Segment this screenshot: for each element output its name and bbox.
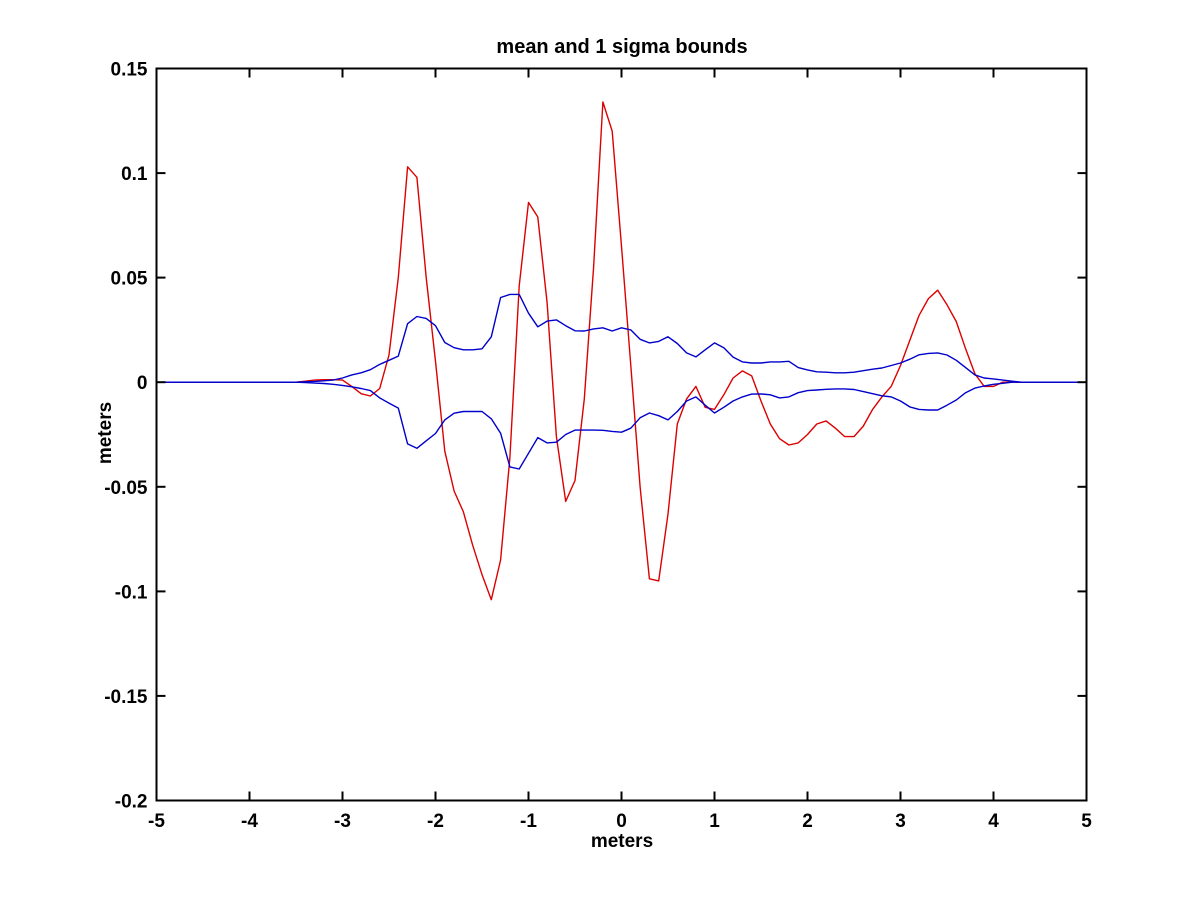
series--1-sigma-bound — [156, 293, 1087, 383]
x-tick-label: 3 — [895, 811, 906, 832]
x-axis-label: meters — [590, 831, 654, 852]
y-tick-label: -0.05 — [104, 478, 148, 499]
x-tick-label: 2 — [802, 811, 813, 832]
y-tick-label: -0.1 — [115, 582, 148, 603]
x-tick-label: -4 — [241, 811, 258, 832]
y-tick-label: 0.05 — [111, 269, 148, 290]
chart-title: mean and 1 sigma bounds — [496, 36, 748, 58]
x-tick-label: -3 — [334, 811, 351, 832]
y-tick-label: -0.2 — [115, 792, 148, 813]
x-tick-label: -2 — [427, 811, 444, 832]
plot-box — [155, 67, 1088, 802]
x-tick-label: -1 — [520, 811, 537, 832]
y-tick-label: 0 — [137, 373, 148, 394]
series--1-sigma-bound — [156, 381, 1087, 470]
y-axis-label: meters — [95, 401, 116, 465]
y-tick-label: -0.15 — [104, 687, 148, 708]
series-mean — [156, 101, 1087, 601]
x-tick-label: -5 — [148, 811, 165, 832]
x-tick-label: 1 — [709, 811, 720, 832]
y-tick-label: 0.15 — [111, 60, 148, 81]
x-tick-label: 0 — [616, 811, 627, 832]
x-tick-label: 5 — [1081, 811, 1092, 832]
x-tick-label: 4 — [988, 811, 999, 832]
y-tick-label: 0.1 — [121, 164, 148, 185]
